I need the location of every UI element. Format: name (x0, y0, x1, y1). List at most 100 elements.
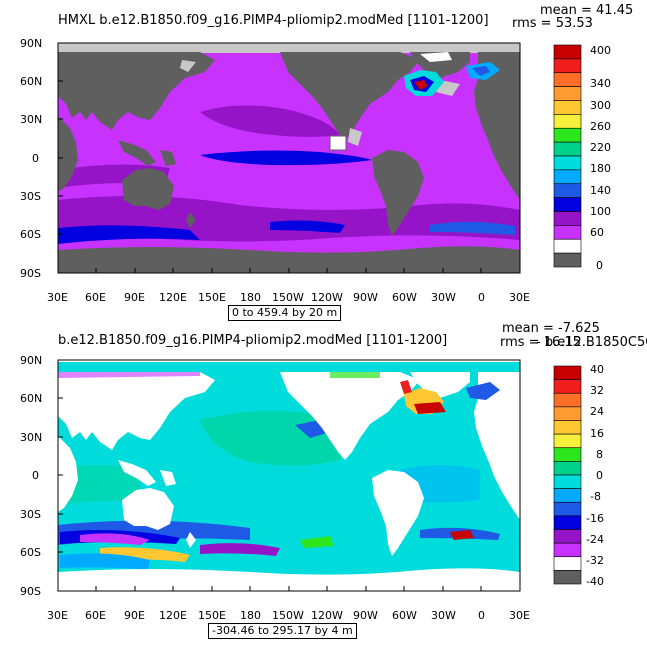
panel2-colorbar-label: 8 (596, 448, 603, 461)
panel2-colorbar-label: 32 (590, 384, 604, 397)
panel1-lon-label: 150W (272, 291, 304, 304)
panel1-lon-label: 150E (198, 291, 226, 304)
panel1-colorbar (553, 44, 582, 268)
colorbar-swatch (553, 252, 582, 268)
colorbar-swatch (553, 515, 582, 530)
panel2-lat-label: 0 (32, 469, 39, 482)
panel2-lat-label: 90S (20, 585, 41, 598)
panel2-lat-label: 30S (20, 508, 41, 521)
panel2-lat-label: 60S (20, 546, 41, 559)
colorbar-swatch (553, 420, 582, 435)
panel2-lon-label: 0 (478, 609, 485, 622)
panel2-lon-label: 150E (198, 609, 226, 622)
panel1-lon-label: 60E (85, 291, 106, 304)
panel1-colorbar-label: 260 (590, 120, 611, 133)
panel1-colorbar-label: 100 (590, 205, 611, 218)
colorbar-swatch (553, 169, 582, 185)
colorbar-swatch (553, 155, 582, 171)
panel2-lon-label: 30E (509, 609, 530, 622)
panel1-lon-label: 120W (311, 291, 343, 304)
panel2-rms: rms = 16.15 (500, 335, 581, 350)
panel1-lon-label: 90W (353, 291, 378, 304)
colorbar-swatch (553, 44, 582, 60)
panel1-lon-label: 30W (431, 291, 456, 304)
panel1-colorbar-label: 400 (590, 44, 611, 57)
panel2-lon-label: 90W (353, 609, 378, 622)
colorbar-swatch (553, 447, 582, 462)
panel1-range-box: 0 to 459.4 by 20 m (228, 305, 342, 322)
colorbar-swatch (553, 58, 582, 74)
panel2-lon-label: 120W (311, 609, 343, 622)
panel1-lon-label: 0 (478, 291, 485, 304)
panel2-colorbar (553, 365, 582, 585)
panel1-colorbar-label: 180 (590, 162, 611, 175)
colorbar-swatch (553, 197, 582, 212)
colorbar-swatch (553, 501, 582, 517)
panel2-lon-label: 90E (124, 609, 145, 622)
colorbar-swatch (553, 406, 582, 421)
panel1-lat-label: 60N (20, 75, 43, 88)
panel2-colorbar-label: 0 (596, 469, 603, 482)
colorbar-swatch (553, 392, 582, 408)
colorbar-swatch (553, 127, 582, 143)
colorbar-swatch (553, 474, 582, 489)
panel1-colorbar-label: 0 (596, 259, 603, 272)
colorbar-swatch (553, 433, 582, 449)
panel1-lat-label: 30N (20, 113, 43, 126)
panel2-colorbar-label: -24 (586, 533, 604, 546)
panel1-colorbar-label: 140 (590, 184, 611, 197)
colorbar-swatch (553, 238, 582, 254)
panel2-lon-label: 60E (85, 609, 106, 622)
panel1-map (58, 43, 520, 273)
panel2-lon-label: 60W (392, 609, 417, 622)
colorbar-swatch (553, 211, 582, 226)
colorbar-swatch (553, 365, 582, 380)
colorbar-swatch (553, 556, 582, 571)
panel1-mean: mean = 41.45 (540, 3, 634, 18)
colorbar-swatch (553, 100, 582, 115)
panel2-lat-label: 90N (20, 354, 43, 367)
panel1-rms: rms = 53.53 (512, 16, 593, 31)
colorbar-swatch (553, 542, 582, 558)
colorbar-swatch (553, 183, 582, 198)
colorbar-swatch (553, 529, 582, 544)
colorbar-swatch (553, 570, 582, 585)
panel2-title: b.e12.B1850.f09_g16.PIMP4-pliomip2.modMe… (58, 333, 448, 348)
colorbar-swatch (553, 225, 582, 240)
panel1-lon-label: 180 (240, 291, 261, 304)
panel2-lon-label: 150W (272, 609, 304, 622)
panel1-ticks (57, 42, 521, 274)
panel1-lat-label: 30S (20, 190, 41, 203)
panel1-lon-label: 120E (159, 291, 187, 304)
panel1-colorbar-label: 340 (590, 77, 611, 90)
panel2-colorbar-label: 16 (590, 427, 604, 440)
panel1-lon-label: 30E (47, 291, 68, 304)
panel2-colorbar-label: -40 (586, 575, 604, 588)
panel2-overlay-label: - b.e12.B1850C5CN (536, 335, 647, 350)
panel2-colorbar-label: 40 (590, 363, 604, 376)
panel1-colorbar-label: 220 (590, 141, 611, 154)
panel2-colorbar-label: -8 (590, 490, 601, 503)
panel2-lon-label: 30W (431, 609, 456, 622)
panel2-colorbar-label: 24 (590, 405, 604, 418)
colorbar-swatch (553, 72, 582, 87)
colorbar-swatch (553, 141, 582, 157)
colorbar-swatch (553, 488, 582, 503)
panel2-ticks (57, 359, 521, 592)
panel2-lon-label: 180 (240, 609, 261, 622)
colorbar-swatch (553, 86, 582, 101)
panel2-lat-label: 60N (20, 392, 43, 405)
panel2-colorbar-label: -16 (586, 512, 604, 525)
colorbar-swatch (553, 379, 582, 394)
panel2-colorbar-label: -32 (586, 554, 604, 567)
panel1-colorbar-label: 60 (590, 226, 604, 239)
panel1-lat-label: 0 (32, 152, 39, 165)
panel2-lon-label: 120E (159, 609, 187, 622)
colorbar-swatch (553, 114, 582, 129)
panel1-lat-label: 60S (20, 228, 41, 241)
panel2-map (58, 360, 520, 591)
panel2-lat-label: 30N (20, 431, 43, 444)
panel1-lon-label: 60W (392, 291, 417, 304)
panel1-lon-label: 90E (124, 291, 145, 304)
